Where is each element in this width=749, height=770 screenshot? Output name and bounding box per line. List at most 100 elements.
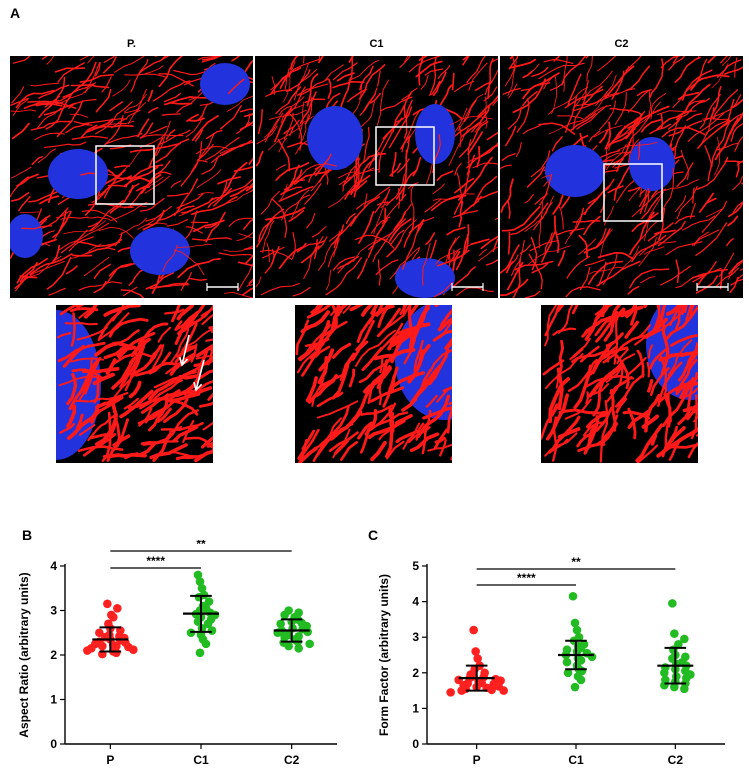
mitochondrion-filament <box>164 308 185 315</box>
mitochondrion-filament <box>675 83 711 121</box>
mitochondrion-filament <box>206 441 213 448</box>
mitochondrion-filament <box>188 277 207 281</box>
mitochondrion-filament <box>58 375 103 387</box>
mitochondrion-filament <box>644 188 650 213</box>
data-point <box>197 583 207 593</box>
mitochondrion-filament <box>411 223 420 233</box>
arrow-head <box>178 357 189 367</box>
mitochondrion-filament <box>541 403 559 440</box>
mitochondrion-filament <box>19 261 38 283</box>
mitochondrion-filament <box>732 175 743 191</box>
mitochondrion-filament <box>391 151 397 178</box>
mitochondrion-filament <box>326 269 332 291</box>
mitochondrion-filament <box>109 101 124 112</box>
mitochondrion-filament <box>327 79 332 99</box>
mitochondrion-filament <box>202 421 213 431</box>
mitochondrion-filament <box>685 305 693 322</box>
mitochondrion-filament <box>245 113 251 126</box>
mitochondrion-filament <box>627 105 670 129</box>
mitochondrion-filament <box>78 423 96 436</box>
mitochondrion-filament <box>186 328 213 347</box>
mitochondrion-filament <box>409 432 440 453</box>
mitochondrion-filament <box>609 376 633 395</box>
significance-label: **** <box>146 554 165 568</box>
mitochondrion-filament <box>303 56 305 64</box>
mitochondrion-filament <box>176 305 195 321</box>
mitochondrion-filament <box>357 421 373 440</box>
mitochondrion-filament <box>557 204 564 230</box>
mitochondrion-filament <box>21 225 53 230</box>
mitochondrion-filament <box>348 59 379 82</box>
mitochondrion-filament <box>205 129 223 140</box>
mitochondrion-filament <box>27 100 77 110</box>
mitochondrion-filament <box>48 76 66 108</box>
mitochondrion-filament <box>367 420 402 440</box>
nucleus <box>48 149 108 199</box>
mitochondrion-filament <box>44 102 76 116</box>
mitochondrion-filament <box>607 185 624 194</box>
mitochondrion-filament <box>585 391 590 405</box>
mitochondrion-filament <box>457 94 484 132</box>
mitochondrion-filament <box>640 118 662 133</box>
mitochondrion-filament <box>367 305 378 325</box>
mitochondrion-filament <box>376 201 389 206</box>
mitochondrion-filament <box>402 422 421 450</box>
mitochondrion-filament <box>331 342 352 359</box>
mitochondrion-filament <box>501 153 516 161</box>
mitochondrion-filament <box>301 353 317 377</box>
mitochondrion-filament <box>455 224 470 271</box>
mitochondrion-filament <box>70 312 76 347</box>
mitochondrion-filament <box>464 241 480 248</box>
mitochondrion-filament <box>413 339 424 372</box>
mitochondrion-filament <box>462 56 470 66</box>
mitochondrion-filament <box>439 308 452 330</box>
mitochondrion-filament <box>288 210 305 222</box>
mitochondrion-filament <box>599 229 613 259</box>
mitochondrion-filament <box>389 247 420 280</box>
mitochondrion-filament <box>445 235 460 265</box>
mitochondrion-filament <box>158 129 191 145</box>
mitochondrion-filament <box>66 404 77 429</box>
mitochondrion-filament <box>148 393 169 432</box>
mitochondrion-filament <box>145 271 175 290</box>
mitochondrion-filament <box>657 361 683 407</box>
mitochondrion-filament <box>125 164 164 187</box>
mitochondrion-filament <box>95 101 133 135</box>
mitochondrion-filament <box>432 193 475 201</box>
mitochondrion-filament <box>492 98 498 107</box>
mitochondrion-filament <box>615 397 628 414</box>
mitochondrion-filament <box>637 141 641 161</box>
mitochondrion-filament <box>641 220 658 240</box>
mitochondrion-filament <box>244 254 253 265</box>
mitochondrion-filament <box>185 226 204 234</box>
mitochondrion-filament <box>425 394 438 408</box>
mitochondrion-filament <box>572 134 589 147</box>
mitochondrion-filament <box>539 173 553 206</box>
mitochondrion-filament <box>103 56 116 63</box>
mitochondrion-filament <box>487 58 494 100</box>
mitochondrion-filament <box>75 413 84 430</box>
mitochondrion-filament <box>641 414 660 429</box>
mitochondrion-filament <box>57 62 85 83</box>
mitochondrion-filament <box>711 121 731 168</box>
mitochondrion-filament <box>638 237 657 267</box>
mitochondrion-filament <box>56 100 84 138</box>
mitochondrion-filament <box>597 251 634 260</box>
mitochondrion-filament <box>283 72 291 103</box>
mitochondrion-filament <box>99 280 107 291</box>
mitochondrion-filament <box>355 319 375 352</box>
mitochondrion-filament <box>83 433 117 457</box>
mitochondrion-filament <box>236 121 250 135</box>
mitochondrion-filament <box>730 116 739 134</box>
mitochondrion-filament <box>45 93 73 130</box>
nucleus <box>130 227 190 275</box>
mitochondrion-filament <box>195 344 213 358</box>
mitochondrion-filament <box>548 121 575 135</box>
mitochondrion-filament <box>306 213 316 229</box>
mitochondrion-filament <box>727 215 739 227</box>
mitochondrion-filament <box>144 65 164 74</box>
mitochondrion-filament <box>683 305 688 313</box>
mitochondrion-filament <box>169 328 190 365</box>
mitochondrion-filament <box>636 349 645 378</box>
mitochondrion-filament <box>114 56 145 73</box>
